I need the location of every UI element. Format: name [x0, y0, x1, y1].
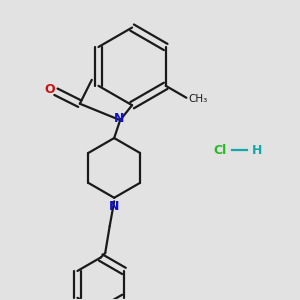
Text: N: N [113, 112, 124, 125]
Text: H: H [252, 143, 263, 157]
Text: Cl: Cl [214, 143, 227, 157]
Text: O: O [44, 83, 55, 96]
Text: N: N [109, 200, 119, 213]
Text: CH₃: CH₃ [188, 94, 207, 104]
